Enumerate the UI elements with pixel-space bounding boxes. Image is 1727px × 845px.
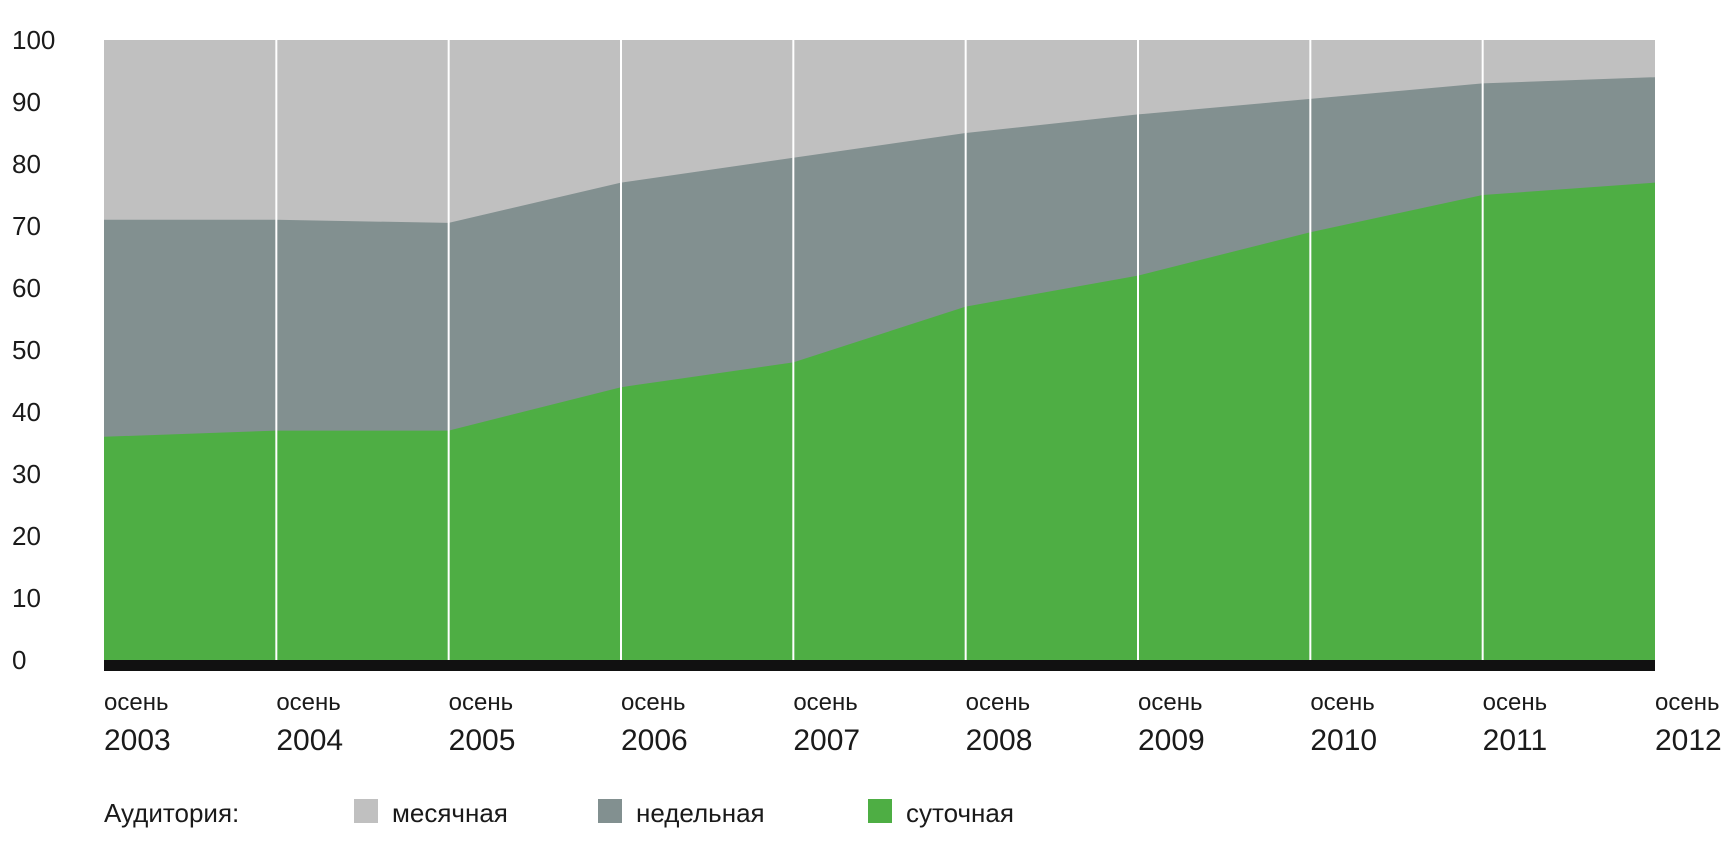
x-tick-year: 2009 <box>1138 724 1205 757</box>
legend-swatch-weekly <box>598 799 622 823</box>
y-tick-label: 60 <box>12 273 41 303</box>
x-tick-year: 2004 <box>276 724 343 757</box>
legend-swatch-daily <box>868 799 892 823</box>
x-tick-season: осень <box>1655 689 1719 716</box>
legend-label-daily: суточная <box>906 798 1014 828</box>
y-tick-label: 50 <box>12 335 41 365</box>
x-axis-bar <box>104 660 1655 671</box>
y-tick-label: 70 <box>12 211 41 241</box>
y-tick-label: 80 <box>12 149 41 179</box>
legend-label-weekly: недельная <box>636 798 765 828</box>
x-tick-year: 2010 <box>1310 724 1377 757</box>
x-tick-season: осень <box>1483 689 1547 716</box>
x-tick-year: 2011 <box>1483 724 1548 757</box>
x-tick-season: осень <box>1310 689 1374 716</box>
area-daily <box>104 182 1655 660</box>
y-tick-label: 100 <box>12 25 55 55</box>
x-tick-year: 2007 <box>793 724 860 757</box>
x-tick-season: осень <box>1138 689 1202 716</box>
legend-swatch-monthly <box>354 799 378 823</box>
y-tick-label: 90 <box>12 87 41 117</box>
x-tick-year: 2006 <box>621 724 688 757</box>
x-tick-year: 2003 <box>104 724 171 757</box>
x-tick-year: 2012 <box>1655 724 1722 757</box>
y-tick-label: 40 <box>12 397 41 427</box>
y-tick-label: 30 <box>12 459 41 489</box>
x-tick-year: 2005 <box>449 724 516 757</box>
y-tick-label: 0 <box>12 645 26 675</box>
x-tick-season: осень <box>104 689 168 716</box>
x-tick-season: осень <box>449 689 513 716</box>
x-tick-season: осень <box>621 689 685 716</box>
x-tick-season: осень <box>276 689 340 716</box>
legend-title: Аудитория: <box>104 798 239 828</box>
x-tick-season: осень <box>793 689 857 716</box>
x-tick-year: 2008 <box>966 724 1033 757</box>
y-tick-label: 10 <box>12 583 41 613</box>
legend-label-monthly: месячная <box>392 798 508 828</box>
x-tick-season: осень <box>966 689 1030 716</box>
y-tick-label: 20 <box>12 521 41 551</box>
